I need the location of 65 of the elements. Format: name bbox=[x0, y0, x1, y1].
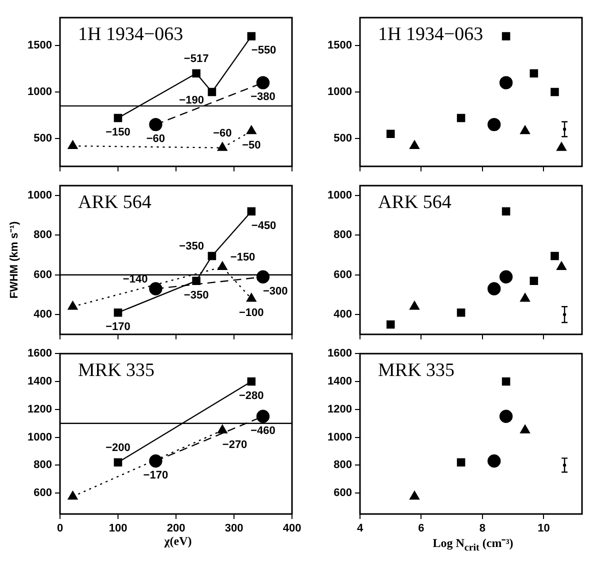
y-tick-label: 400 bbox=[334, 308, 352, 321]
annotation: −100 bbox=[239, 307, 264, 320]
x-tick-label: 0 bbox=[56, 522, 64, 535]
y-tick-label: 600 bbox=[334, 268, 352, 281]
y-tick-label: 600 bbox=[34, 487, 52, 500]
y-tick-label: 800 bbox=[34, 229, 52, 242]
y-tick-label: 800 bbox=[334, 459, 352, 472]
x-tick-label: 6 bbox=[418, 522, 424, 535]
x-axis-title: Log N$_{crit}$ (cm⁻³) bbox=[432, 535, 514, 554]
chart-title: 1H 1934−063 bbox=[78, 24, 184, 46]
y-tick-label: 1000 bbox=[328, 86, 352, 98]
y-tick-label: 500 bbox=[34, 132, 52, 145]
annotation: −140 bbox=[122, 273, 148, 286]
annotation: −517 bbox=[184, 52, 209, 65]
chart-title: MRK 335 bbox=[378, 360, 455, 382]
annotation: −50 bbox=[242, 140, 261, 152]
annotation: −150 bbox=[230, 251, 256, 264]
x-tick-label: 10 bbox=[538, 522, 550, 535]
x-axis-title: χ(eV) bbox=[163, 534, 193, 549]
annotation: −270 bbox=[222, 438, 248, 451]
chart-title: ARK 564 bbox=[378, 192, 452, 214]
y-tick-label: 1600 bbox=[28, 348, 52, 360]
x-tick-label: 4 bbox=[356, 522, 364, 535]
annotation: −300 bbox=[263, 285, 288, 298]
annotation: −60 bbox=[213, 127, 232, 140]
y-axis-title: FWHM (km s⁻¹) bbox=[8, 221, 21, 299]
chart-title: 1H 1934−063 bbox=[378, 24, 484, 46]
y-tick-label: 500 bbox=[334, 132, 352, 145]
annotation: −280 bbox=[239, 390, 264, 402]
y-tick-label: 1500 bbox=[328, 40, 352, 52]
y-tick-label: 1000 bbox=[28, 431, 52, 444]
x-tick-label: 200 bbox=[166, 522, 186, 535]
annotation: −190 bbox=[179, 94, 204, 107]
y-tick-label: 1000 bbox=[28, 190, 52, 202]
annotation: −150 bbox=[106, 126, 130, 139]
y-tick-label: 1500 bbox=[28, 40, 52, 52]
annotation: −450 bbox=[251, 220, 276, 232]
x-tick-label: 400 bbox=[282, 522, 302, 535]
y-tick-label: 1400 bbox=[28, 376, 52, 388]
y-tick-label: 800 bbox=[34, 459, 52, 472]
annotation: −350 bbox=[179, 240, 204, 253]
annotation: −200 bbox=[106, 442, 130, 454]
annotation: −170 bbox=[143, 470, 168, 482]
y-tick-label: 1200 bbox=[28, 403, 52, 416]
y-tick-label: 1600 bbox=[328, 348, 352, 360]
annotation: −60 bbox=[146, 133, 166, 146]
y-tick-label: 400 bbox=[34, 308, 52, 321]
y-tick-label: 1200 bbox=[328, 403, 352, 416]
annotation: −380 bbox=[250, 91, 276, 104]
y-tick-label: 1000 bbox=[328, 190, 352, 202]
y-tick-label: 600 bbox=[34, 268, 52, 281]
chart-title: MRK 335 bbox=[78, 360, 155, 382]
annotation: −550 bbox=[251, 44, 276, 57]
x-tick-label: 100 bbox=[108, 522, 128, 535]
annotation: −460 bbox=[250, 424, 276, 437]
y-tick-label: 1000 bbox=[328, 431, 352, 444]
chart-title: ARK 564 bbox=[78, 192, 152, 214]
y-tick-label: 800 bbox=[334, 229, 352, 242]
x-tick-label: 8 bbox=[479, 522, 486, 535]
annotation: −170 bbox=[106, 321, 130, 334]
annotation: −350 bbox=[184, 289, 209, 302]
x-tick-label: 300 bbox=[224, 522, 244, 535]
y-tick-label: 1000 bbox=[28, 86, 52, 98]
y-tick-label: 1400 bbox=[328, 376, 352, 388]
y-tick-label: 600 bbox=[334, 487, 352, 500]
